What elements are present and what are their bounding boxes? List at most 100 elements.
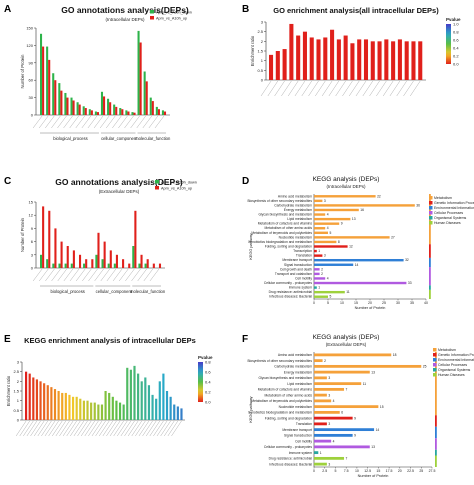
panel-title-e: KEGG enrichment analysis of intracellula… — [24, 336, 196, 345]
chart-d-x-tick-label: 30 — [396, 301, 400, 305]
chart-d-value-label: 3 — [324, 199, 326, 203]
chart-d-bar — [314, 268, 320, 271]
chart-d-value-label: 36 — [416, 203, 420, 207]
chart-f-value-label: 25 — [423, 365, 427, 369]
chart-f-legend-label: Metabolism — [438, 348, 456, 352]
chart-f-x-tick-label: 17.5 — [386, 469, 393, 473]
chart-b-term-tick — [328, 80, 340, 97]
chart-e-bar — [35, 379, 39, 420]
chart-e-bar — [53, 389, 57, 420]
chart-d-value-label: 1 — [318, 286, 320, 290]
chart-d-value-label: 22 — [377, 194, 381, 198]
chart-d-value-label: 3 — [324, 254, 326, 258]
chart-d-value-label: 13 — [352, 217, 356, 221]
chart-d-category-label: Metabolism of other amino acids — [265, 226, 313, 230]
chart-b-term-tick — [294, 80, 306, 97]
chart-b-bar — [269, 54, 274, 80]
chart-c-legend-swatch — [155, 186, 159, 190]
chart-d-category-label: Nucleotide metabolism — [279, 235, 313, 239]
chart-f-legend-swatch — [433, 348, 437, 352]
chart-a-y-tick-label: 150 — [26, 26, 33, 31]
chart-e-term-tick — [171, 420, 182, 437]
chart-e-bar — [180, 408, 183, 420]
chart-c-bar — [60, 241, 63, 268]
chart-b-y-tick-label: 1.5 — [257, 49, 263, 54]
chart-b-term-tick — [274, 80, 285, 97]
chart-c-bar — [83, 263, 86, 268]
panel-title-a: GO annotations analysis(DEPs) — [61, 5, 189, 15]
chart-e-bar — [158, 381, 161, 420]
chart-d-bar — [314, 295, 328, 298]
chart-f-value-label: 6 — [341, 411, 343, 415]
chart-a-y-tick-label: 120 — [26, 43, 33, 48]
chart-d-legend-swatch — [429, 201, 433, 205]
chart-e-bar — [155, 398, 158, 420]
chart-d-category-label: Folding, sorting and degradation — [265, 245, 312, 249]
chart-d-bar — [314, 249, 317, 253]
chart-f-category-label: Amino acid metabolism — [278, 353, 312, 357]
chart-a-bar — [161, 110, 164, 115]
chart-f-bar — [314, 359, 323, 363]
chart-f-y-axis-label: KEGG pathway — [249, 396, 253, 422]
chart-c-y-tick-label: 0 — [31, 266, 34, 271]
chart-a-bar — [42, 46, 45, 116]
chart-d-bar — [314, 286, 317, 289]
chart-c-bar — [58, 263, 61, 268]
chart-f-class-strip — [435, 415, 437, 427]
chart-b-bar — [316, 39, 321, 80]
chart-b-bar — [275, 51, 280, 80]
chart-d-bar — [314, 290, 345, 294]
chart-c-bar — [132, 246, 135, 268]
chart-a-bar — [76, 102, 79, 115]
chart-e-bar — [104, 391, 107, 420]
chart-f-bar — [314, 422, 327, 426]
chart-f-value-label: 13 — [371, 370, 375, 374]
chart-b-term-tick — [315, 80, 326, 97]
chart-b-y-tick-label: 0.5 — [257, 68, 263, 73]
chart-f-value-label: 3 — [328, 393, 330, 397]
chart-f-x-tick-label: 2.5 — [322, 469, 327, 473]
chart-d-legend-label: Environmental Information Processing — [434, 206, 474, 210]
chart-a-bar — [70, 97, 73, 115]
chart-d-bar — [314, 208, 359, 212]
chart-b-term-tick — [403, 80, 414, 97]
chart-a-bar — [52, 73, 55, 115]
chart-f-legend-label: Environmental Information Processing — [438, 358, 474, 362]
chart-d-value-label: 5 — [330, 295, 332, 299]
chart-c-term-tick — [143, 268, 153, 282]
chart-e-bar — [82, 400, 85, 420]
chart-b-y-axis-label: Enrichment ratio — [250, 35, 255, 66]
chart-d-category-label: Immune system — [289, 286, 313, 290]
chart-b-term-tick — [335, 80, 346, 97]
panel-label-b: B — [242, 4, 250, 15]
chart-d-bar — [314, 195, 376, 198]
chart-a-bar — [121, 109, 124, 115]
chart-e-term-tick — [41, 420, 52, 437]
chart-c-bar — [64, 263, 67, 268]
chart-c-bar — [138, 263, 141, 268]
chart-c-term-tick — [63, 268, 74, 282]
chart-a-bar — [103, 96, 106, 115]
chart-f: Amino acid metabolism 18 Biosynthesis of o… — [247, 348, 474, 478]
chart-b-bar — [404, 41, 409, 80]
chart-e-colorbar — [198, 362, 203, 402]
chart-d-bar — [314, 213, 326, 216]
chart-d-legend-swatch — [429, 221, 433, 225]
chart-c-legend-label: Apm_vs_A10h_down — [161, 180, 197, 184]
chart-c-bar — [101, 259, 104, 268]
chart-b-bar — [323, 37, 328, 80]
chart-d-category-label: Translation — [296, 254, 312, 258]
chart-b-term-tick — [355, 80, 367, 97]
chart-f-value-label: 9 — [354, 416, 356, 420]
chart-f-legend-label: Genetic Information Processing — [438, 353, 474, 357]
chart-d-value-label: 27 — [391, 235, 395, 239]
chart-a-term-tick — [57, 115, 67, 129]
chart-a-bar — [78, 104, 81, 115]
chart-f-category-label: Glycan biosynthesis and metabolism — [258, 376, 312, 380]
chart-d-bar — [314, 199, 323, 203]
chart-d-value-label: 9 — [341, 222, 343, 226]
chart-c-term-tick — [69, 268, 80, 282]
chart-b-term-tick — [349, 80, 360, 97]
chart-d-legend-swatch — [429, 206, 433, 210]
